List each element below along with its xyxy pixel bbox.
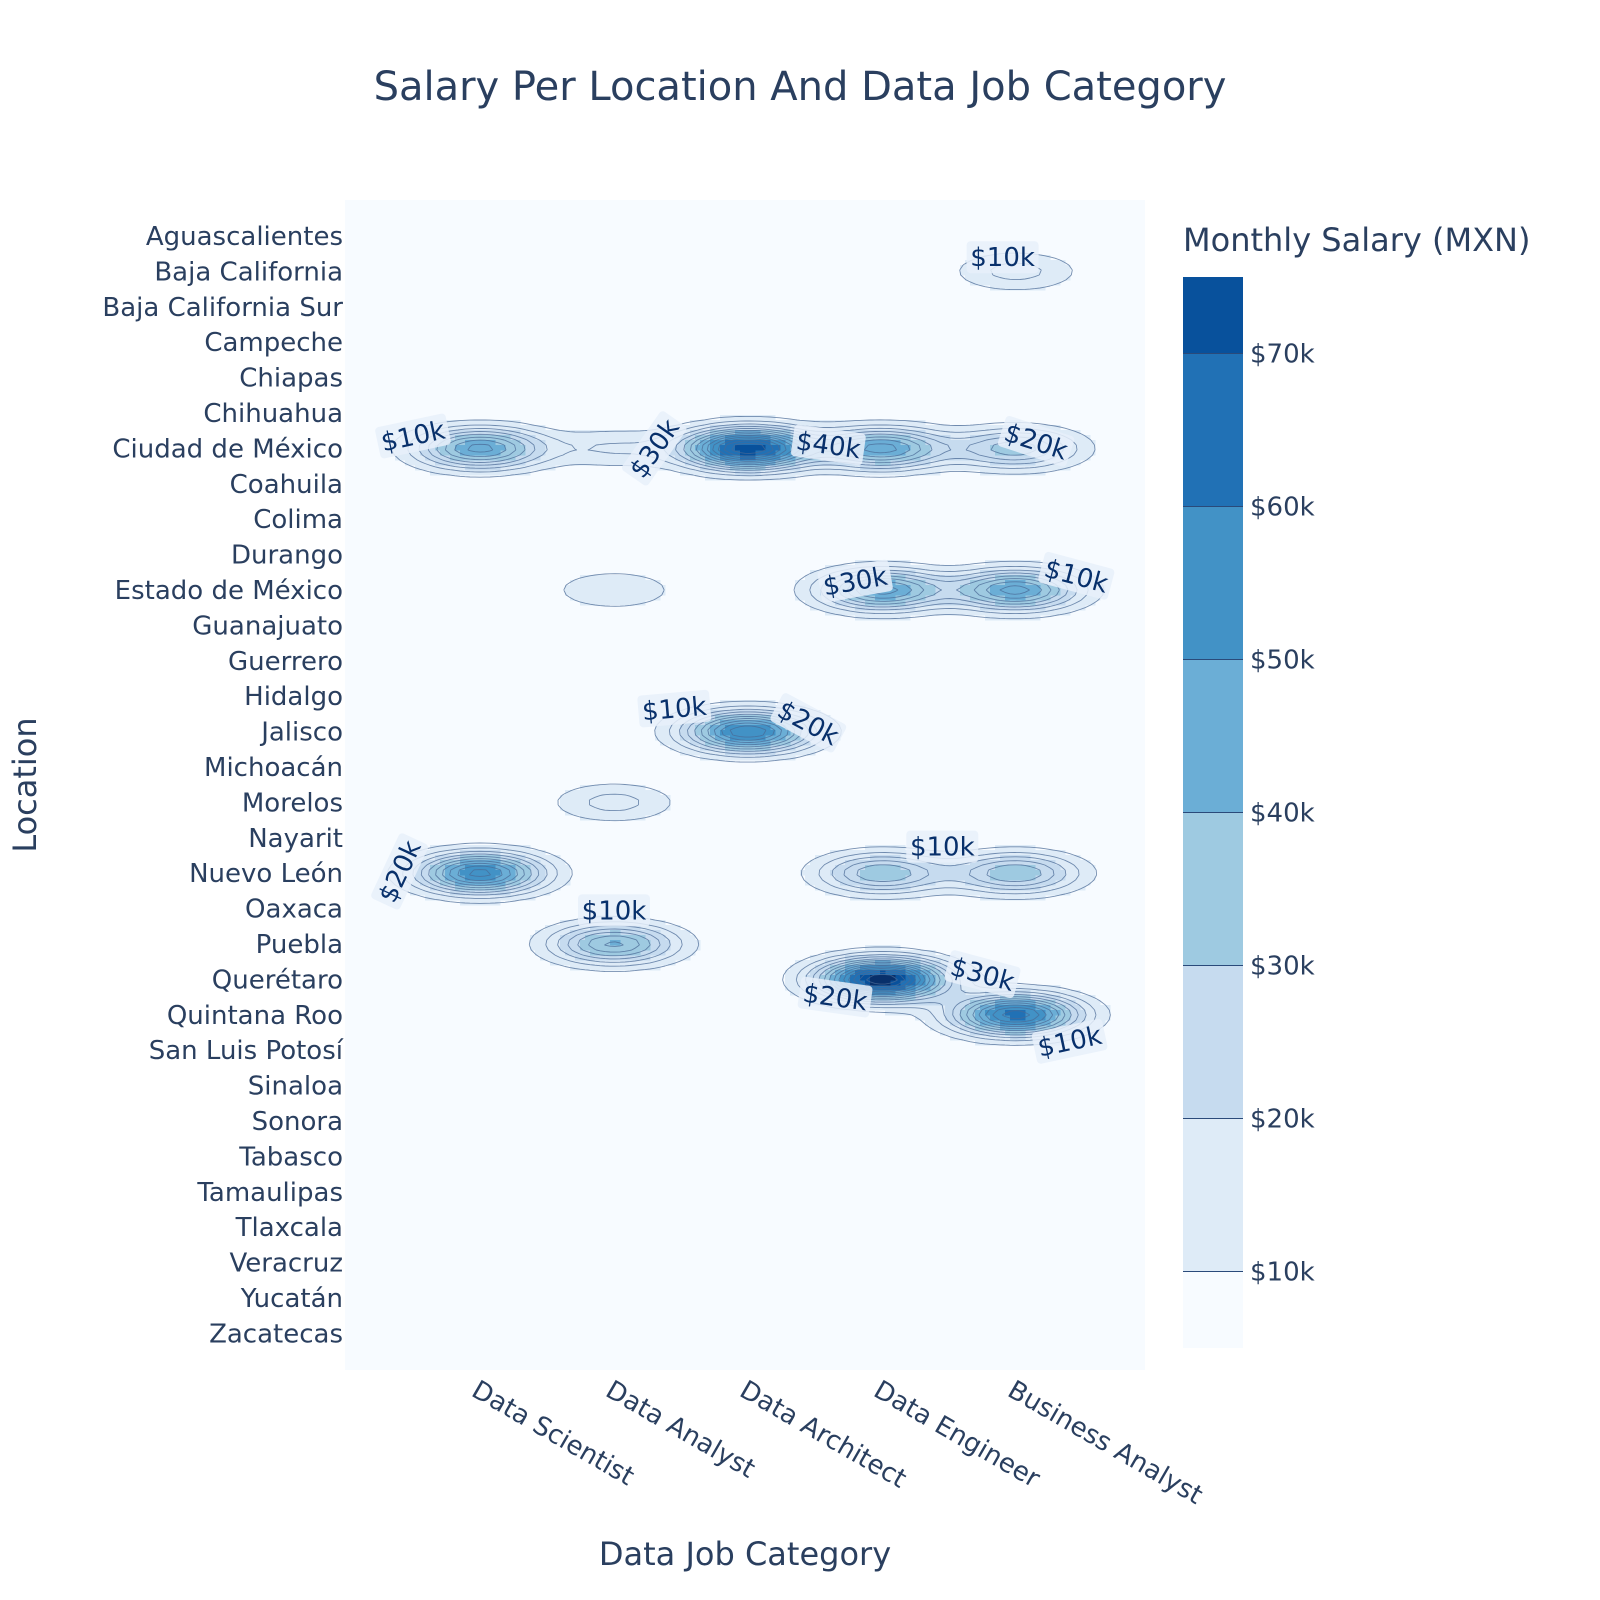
colorbar-band <box>1183 812 1243 966</box>
y-tick-ciudad-de-mexico: Ciudad de México <box>112 434 343 464</box>
contour-label-bg <box>906 830 979 863</box>
colorbar-tick: $60k <box>1250 493 1315 523</box>
colorbar-band <box>1183 659 1243 813</box>
contour-band <box>870 975 896 986</box>
chart-title: Salary Per Location And Data Job Categor… <box>374 64 1227 110</box>
contour-label-bg <box>1038 551 1115 600</box>
contour-label-bg <box>375 413 451 459</box>
y-tick-tlaxcala: Tlaxcala <box>235 1213 343 1243</box>
y-tick-puebla: Puebla <box>256 930 343 960</box>
colorbar-band <box>1183 1118 1243 1272</box>
contour-label: $30k <box>944 950 1021 998</box>
y-tick-nayarit: Nayarit <box>248 824 343 854</box>
colorbar-band <box>1183 506 1243 660</box>
y-axis-ticks: Aguascalientes Baja California Baja Califo… <box>102 222 343 1349</box>
contour-line <box>866 974 898 985</box>
contour-label: $40k <box>791 424 866 466</box>
y-tick-coahuila: Coahuila <box>230 470 343 500</box>
contour-label-bg <box>637 689 712 728</box>
contour-label-bg <box>1031 1018 1108 1064</box>
y-tick-guerrero: Guerrero <box>228 647 343 677</box>
contour-line <box>731 442 906 987</box>
colorbar-band <box>1183 965 1243 1119</box>
contour-label-bg <box>791 424 866 466</box>
colorbar: $10k $20k $30k $40k $50k $60k $70k <box>1183 277 1315 1348</box>
x-tick-business-analyst: Business Analyst <box>1003 1375 1208 1511</box>
contour-band <box>415 425 1086 1041</box>
contour-label-bg <box>944 950 1021 998</box>
colorbar-tick: $20k <box>1250 1105 1315 1135</box>
y-tick-hidalgo: Hidalgo <box>244 682 343 712</box>
y-tick-chiapas: Chiapas <box>239 364 343 394</box>
y-tick-sonora: Sonora <box>252 1107 343 1137</box>
y-tick-jalisco: Jalisco <box>259 718 343 748</box>
colorbar-band <box>1183 353 1243 507</box>
contour-band <box>430 430 1071 1036</box>
contour-line <box>435 429 1066 1032</box>
y-tick-queretaro: Querétaro <box>212 965 343 995</box>
y-tick-quintana-roo: Quintana Roo <box>167 1001 343 1031</box>
y-tick-guanajuato: Guanajuato <box>192 611 343 641</box>
y-tick-colima: Colima <box>253 505 343 535</box>
y-tick-sinaloa: Sinaloa <box>248 1072 343 1102</box>
contour-label-bg <box>371 833 428 910</box>
y-tick-yucatan: Yucatán <box>240 1284 343 1314</box>
y-tick-durango: Durango <box>231 541 343 571</box>
y-tick-san-luis-potosi: San Luis Potosí <box>149 1036 344 1066</box>
contour-label-text: $10k <box>970 243 1035 273</box>
contour-label-bg <box>817 559 893 603</box>
colorbar-band <box>1183 277 1243 354</box>
contour-line <box>717 438 1031 1020</box>
contour-label-text: $10k <box>641 692 708 728</box>
contour-band <box>460 435 1046 1026</box>
contour-label: $10k <box>906 830 979 863</box>
contour-line <box>412 423 1087 1039</box>
y-tick-nuevo-leon: Nuevo León <box>189 859 343 889</box>
y-tick-estado-de-mexico: Estado de México <box>115 576 343 606</box>
contour-label: $10k <box>578 894 650 927</box>
y-tick-chihuahua: Chihuahua <box>203 399 343 429</box>
contour-label-bg <box>770 693 847 753</box>
y-tick-campeche: Campeche <box>204 328 343 358</box>
contour-label-text: $10k <box>910 833 975 863</box>
contour-line <box>457 434 1047 1025</box>
contour-label-bg <box>966 241 1039 274</box>
y-tick-tabasco: Tabasco <box>238 1142 343 1172</box>
y-tick-veracruz: Veracruz <box>230 1249 344 1279</box>
y-tick-oaxaca: Oaxaca <box>245 895 343 925</box>
y-tick-michoacan: Michoacán <box>204 753 343 783</box>
y-tick-aguascalientes: Aguascalientes <box>146 222 343 252</box>
plot-background <box>345 200 1145 1370</box>
colorbar-tick: $70k <box>1250 340 1315 370</box>
contour-line <box>723 440 911 989</box>
y-tick-baja-california: Baja California <box>154 257 343 287</box>
contour-label-text: $10k <box>582 896 647 926</box>
x-axis-title: Data Job Category <box>599 1535 891 1573</box>
contour-label: $10k <box>966 241 1039 274</box>
contour-label-bg <box>797 976 873 1018</box>
colorbar-tick: $30k <box>1250 952 1315 982</box>
contour-label: $10k <box>637 689 712 728</box>
contour-label-bg <box>997 415 1075 467</box>
y-tick-zacatecas: Zacatecas <box>209 1319 343 1349</box>
colorbar-band <box>1183 1271 1243 1348</box>
contour-band <box>390 255 1111 1046</box>
y-axis-title: Location <box>6 717 44 852</box>
colorbar-tick: $50k <box>1250 646 1315 676</box>
colorbar-tick: $10k <box>1250 1258 1315 1288</box>
contour-label-bg <box>578 894 650 927</box>
contour-label-bg <box>622 411 687 486</box>
y-tick-morelos: Morelos <box>242 788 343 818</box>
colorbar-tick: $40k <box>1250 799 1315 829</box>
contour-line <box>469 436 1040 1023</box>
y-tick-tamaulipas: Tamaulipas <box>196 1178 343 1208</box>
colorbar-title: Monthly Salary (MXN) <box>1183 221 1530 259</box>
y-tick-baja-california-sur: Baja California Sur <box>102 293 343 323</box>
